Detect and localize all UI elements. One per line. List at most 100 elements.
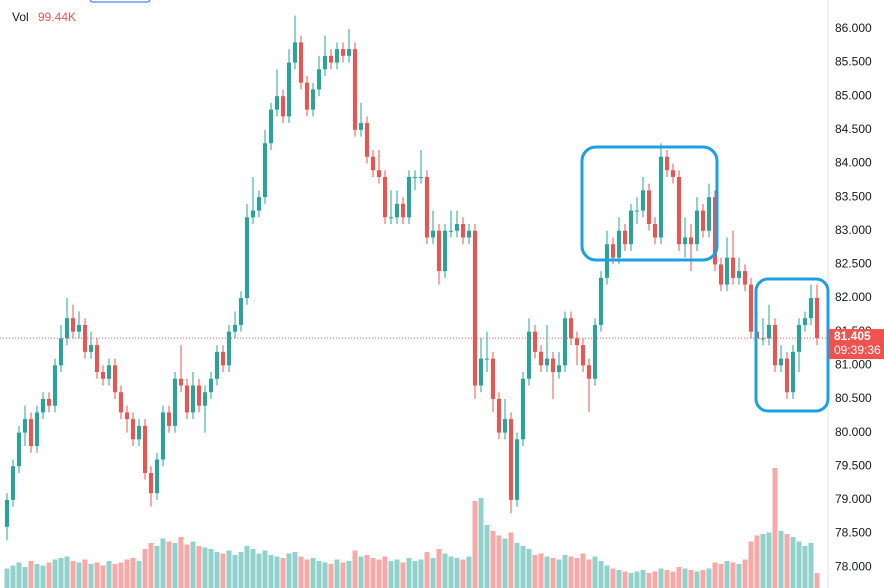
volume-bar (94, 562, 100, 588)
volume-bar (310, 558, 316, 588)
candle-body (233, 324, 237, 332)
candle-body (665, 156, 669, 171)
volume-bar (670, 571, 676, 588)
volume-bar (520, 546, 526, 588)
volume-bar (472, 501, 478, 588)
volume-bar (382, 556, 388, 588)
volume-bar (202, 547, 208, 588)
volume-bar (130, 558, 136, 588)
volume-bar (82, 559, 88, 588)
volume-bar (118, 562, 124, 588)
volume-bar (784, 534, 790, 588)
volume-bar (358, 556, 364, 588)
candle-body (437, 230, 441, 272)
y-tick-label: 84.500 (835, 122, 872, 136)
candle-body (179, 378, 183, 386)
volume-bar (112, 564, 118, 588)
volume-bar (460, 559, 466, 588)
candle-body (167, 412, 171, 426)
volume-bar (550, 558, 556, 588)
candle-body (191, 385, 195, 413)
volume-bar (772, 468, 778, 588)
volume-bar (286, 553, 292, 588)
candle-body (779, 358, 783, 366)
volume-bar (208, 549, 214, 588)
y-tick-label: 80.500 (835, 391, 872, 405)
candle-body (659, 156, 663, 238)
candle-body (155, 459, 159, 494)
candle-body (47, 398, 51, 406)
candle-body (599, 277, 603, 325)
volume-bar (214, 552, 220, 588)
y-tick-label: 82.500 (835, 257, 872, 271)
candle-body (251, 210, 255, 218)
volume-bar (640, 570, 646, 588)
candle-body (65, 318, 69, 339)
volume-bar (598, 561, 604, 588)
volume-bar (604, 565, 610, 588)
volume-bar (22, 567, 28, 588)
candle-body (413, 176, 417, 178)
volume-bar (244, 546, 250, 588)
candle-body (725, 257, 729, 285)
volume-bar (778, 531, 784, 588)
volume-bar (4, 568, 10, 588)
candle-body (185, 385, 189, 413)
candle-body (677, 176, 681, 245)
volume-bar (262, 550, 268, 588)
candle-body (809, 298, 813, 319)
volume-bar (232, 555, 238, 588)
volume-bar (736, 564, 742, 588)
volume-bar (370, 558, 376, 588)
volume-bar (568, 556, 574, 588)
volume-bar (634, 571, 640, 588)
candle-body (137, 425, 141, 440)
volume-bar (730, 562, 736, 588)
candle-body (329, 55, 333, 63)
candle-body (29, 419, 33, 447)
y-tick-label: 82.000 (835, 290, 872, 304)
volume-bar (610, 568, 616, 588)
volume-bar (664, 570, 670, 588)
volume-bar (676, 567, 682, 588)
candle-body (11, 466, 15, 500)
candle-body (509, 419, 513, 500)
volume-bar (754, 535, 760, 588)
candle-body (539, 351, 543, 366)
candle-body (347, 49, 351, 56)
volume-bar (562, 555, 568, 588)
volume-bar (172, 543, 178, 588)
volume-bar (508, 532, 514, 588)
candle-body (629, 210, 633, 245)
volume-bar (178, 537, 184, 588)
volume-bar (124, 559, 130, 588)
volume-bar (790, 537, 796, 588)
candle-body (479, 358, 483, 386)
volume-bar (40, 565, 46, 588)
volume-bar (712, 562, 718, 588)
candle-body (581, 345, 585, 366)
volume-bar (586, 559, 592, 588)
volume-bar (418, 559, 424, 588)
volume-bar (622, 571, 628, 588)
volume-bar (364, 555, 370, 588)
volume-bar (532, 555, 538, 588)
volume-bar (748, 541, 754, 588)
candle-body (143, 425, 147, 473)
toolbar-button[interactable] (89, 0, 151, 3)
volume-bar (802, 546, 808, 588)
volume-bar (106, 561, 112, 588)
volume-bar (322, 562, 328, 588)
volume-bar (52, 559, 58, 588)
volume-bar (400, 562, 406, 588)
candle-body (803, 318, 807, 325)
candle-body (767, 324, 771, 339)
candle-body (815, 298, 819, 339)
volume-bar (682, 568, 688, 588)
highlight-box (580, 145, 719, 262)
candle-body (77, 324, 81, 332)
volume-bar (688, 570, 694, 588)
candle-body (335, 49, 339, 63)
candle-body (785, 358, 789, 393)
candle-body (461, 224, 465, 238)
